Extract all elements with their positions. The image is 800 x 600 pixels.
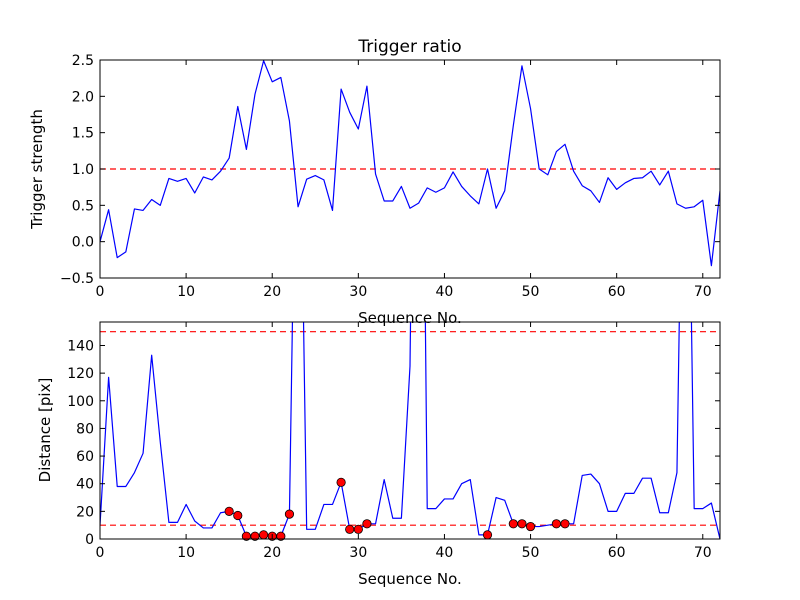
data-point (560, 519, 570, 529)
y-axis-label: Trigger strength (28, 109, 46, 230)
x-tick-label: 30 (349, 545, 367, 561)
y-tick-label: 1.5 (72, 126, 94, 142)
plot-frame (99, 321, 721, 540)
y-tick-label: 0.5 (72, 198, 94, 214)
series-line (100, 60, 720, 267)
x-tick-label: 40 (436, 545, 454, 561)
data-point (362, 519, 372, 529)
x-tick-label: 30 (349, 284, 367, 300)
x-tick-label: 70 (694, 284, 712, 300)
y-tick-label: 100 (67, 394, 94, 410)
x-tick-label: 10 (177, 545, 195, 561)
x-tick-label: 20 (263, 284, 281, 300)
y-tick-label: 2.5 (72, 53, 94, 69)
series-line (100, 322, 720, 539)
data-point (224, 506, 234, 516)
y-tick-label: 1.0 (72, 162, 94, 178)
y-tick-label: 40 (76, 477, 94, 493)
distance-chart: 0 10 20 30 40 50 60 70 0 20 40 60 80 100 120 140 Seque… (36, 321, 721, 588)
y-tick-label: 0.0 (72, 235, 94, 251)
y-tick-label: 140 (67, 338, 94, 354)
data-point (525, 521, 536, 532)
chart-title: Trigger ratio (357, 37, 461, 57)
data-point (233, 510, 243, 521)
data-point (353, 524, 363, 534)
data-point (345, 524, 355, 534)
data-point (551, 519, 561, 529)
y-tick-label: 20 (76, 504, 94, 520)
y-tick-label: −0.5 (60, 271, 94, 287)
data-point (517, 519, 527, 529)
x-tick-label: 0 (96, 284, 105, 300)
x-tick-label: 70 (694, 545, 712, 561)
data-point (276, 531, 286, 541)
x-tick-label: 0 (96, 545, 105, 561)
y-tick-label: 80 (76, 421, 94, 437)
x-axis-label: Sequence No. (358, 570, 462, 588)
data-point (250, 531, 260, 541)
x-tick-label: 40 (436, 284, 454, 300)
y-tick-label: 120 (67, 366, 94, 382)
data-point (284, 509, 295, 519)
x-tick-label: 10 (177, 284, 195, 300)
y-axis-label: Distance [pix] (36, 378, 54, 483)
data-point (336, 477, 346, 487)
x-tick-label: 50 (522, 284, 540, 300)
data-point (259, 530, 269, 540)
y-tick-label: 0 (85, 532, 94, 548)
data-point (508, 519, 518, 529)
x-tick-label: 60 (608, 284, 626, 300)
y-tick-label: 2.0 (72, 89, 94, 105)
y-tick-label: 60 (76, 449, 94, 465)
x-tick-label: 60 (608, 545, 626, 561)
data-point (482, 530, 493, 540)
x-tick-label: 50 (522, 545, 540, 561)
x-tick-label: 20 (263, 545, 281, 561)
